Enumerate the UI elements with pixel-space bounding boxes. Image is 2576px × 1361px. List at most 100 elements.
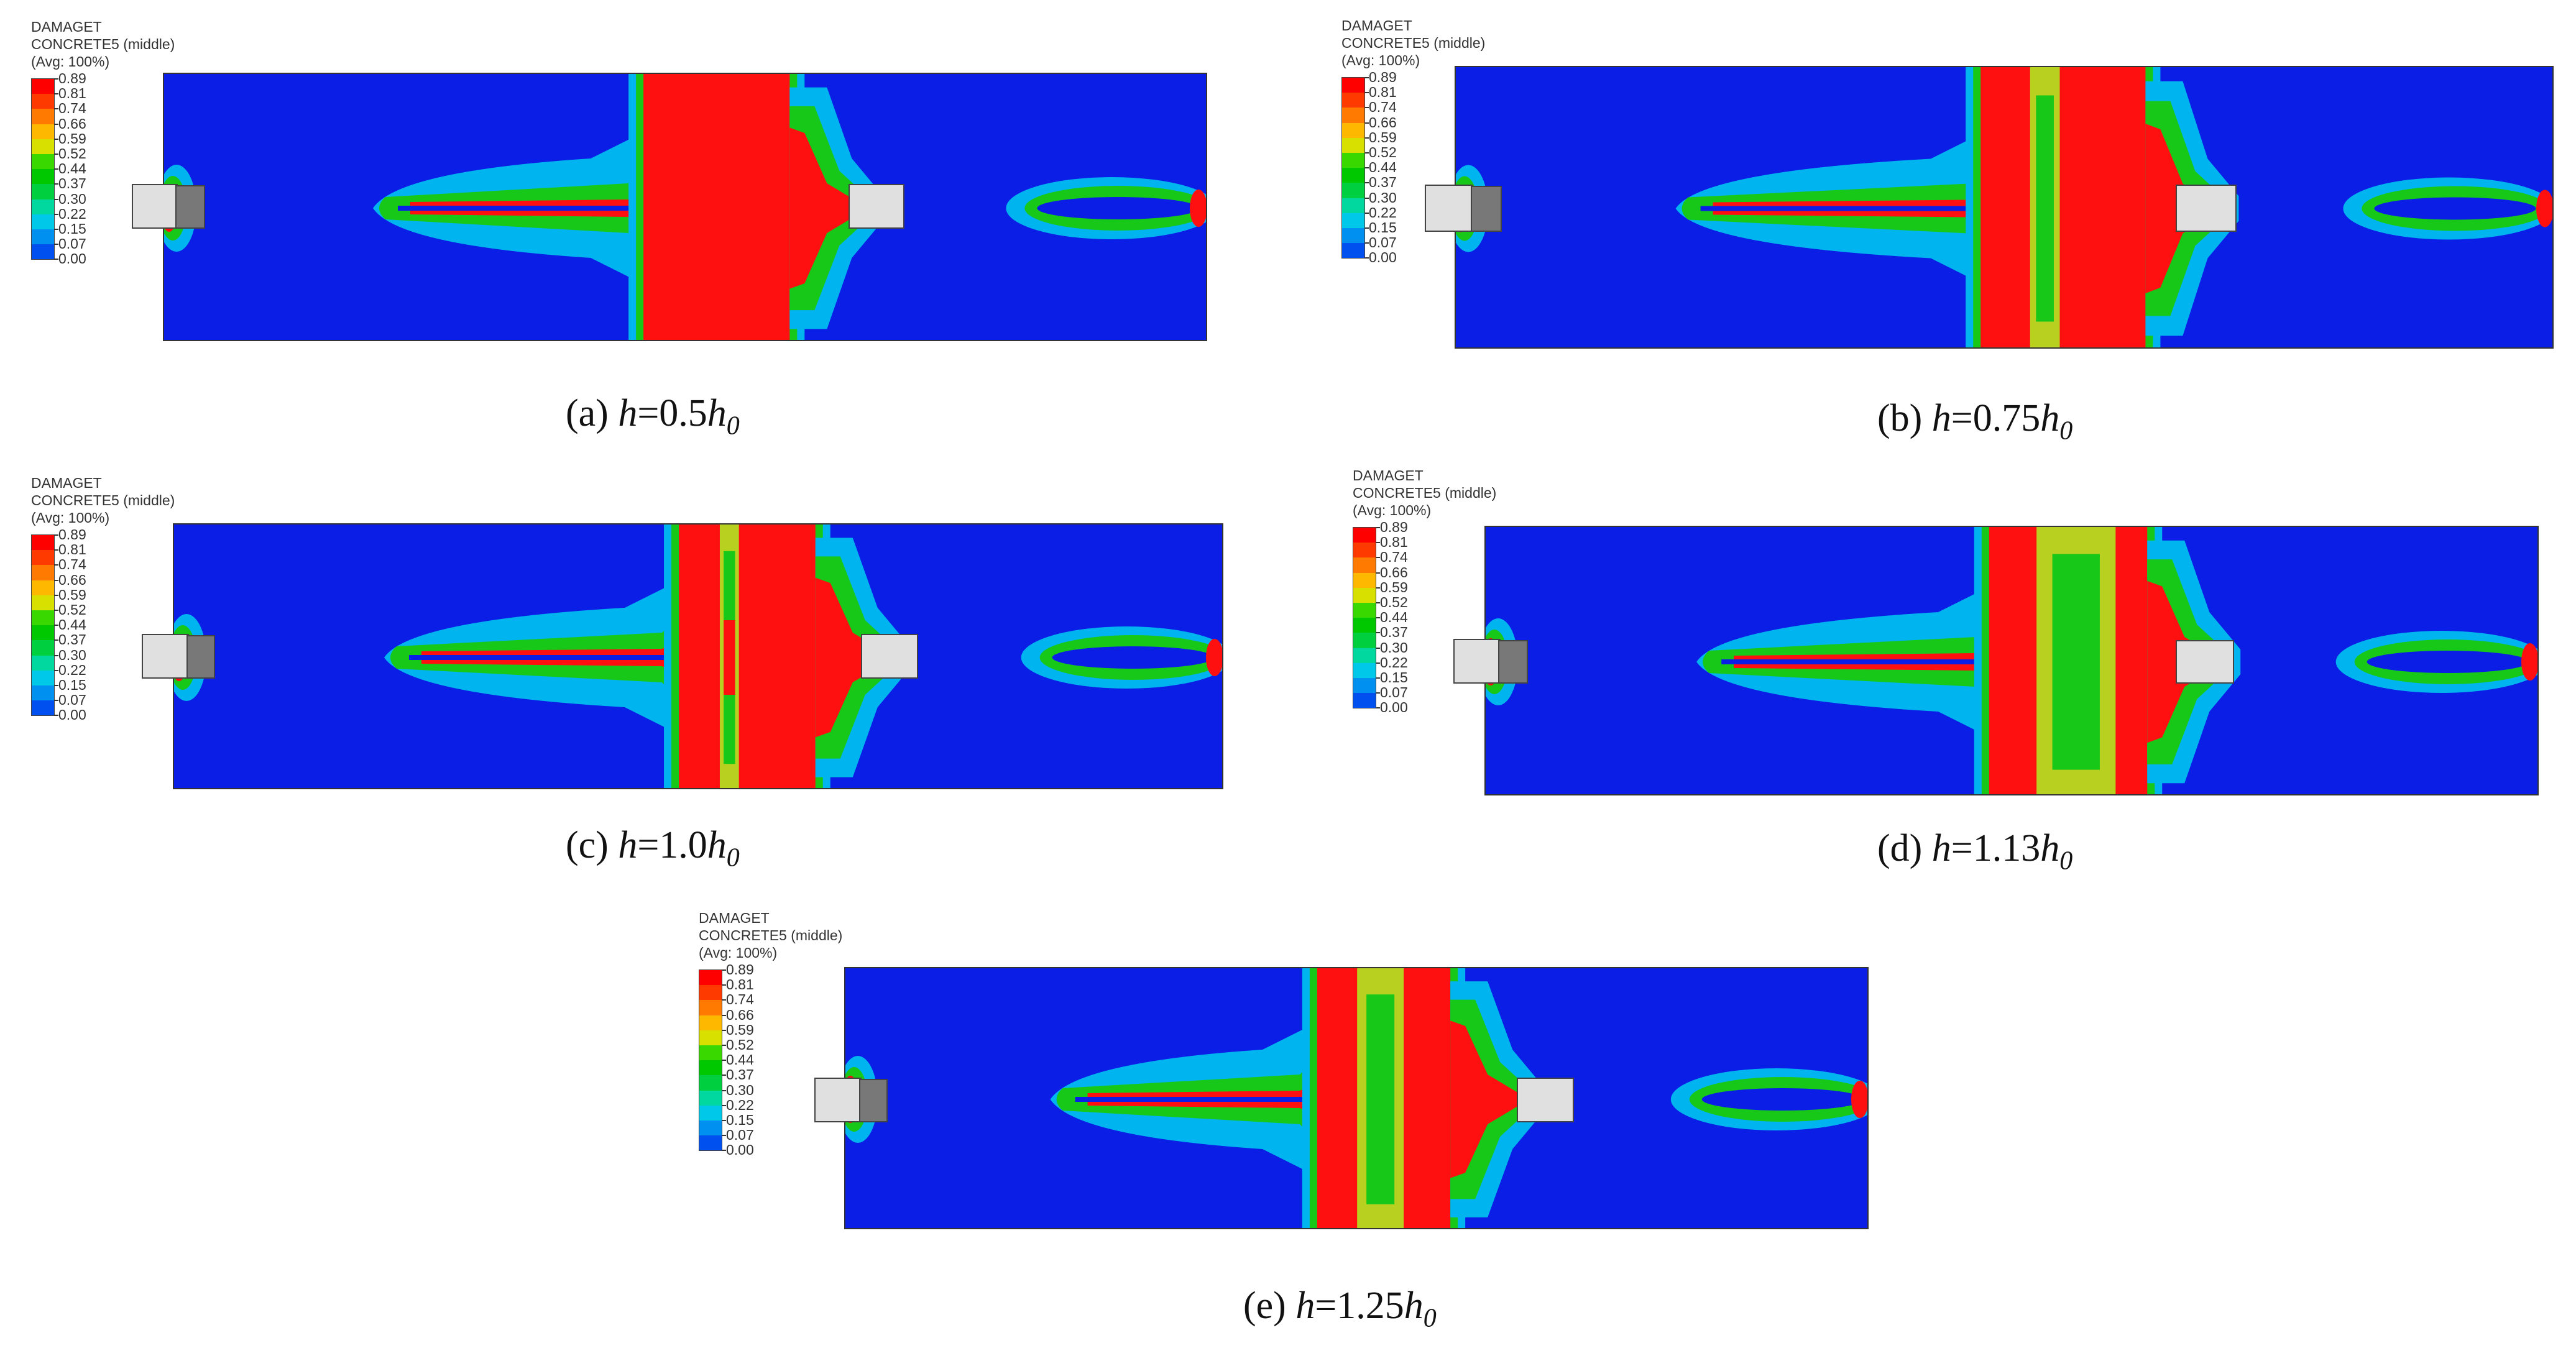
legend-average: (Avg: 100%) <box>31 53 110 70</box>
legend-tick-mark <box>722 1014 726 1016</box>
legend-tick-label: 0.07 <box>58 236 86 252</box>
legend-tick-label: 0.00 <box>58 707 86 723</box>
right-lobe-core <box>1450 1020 1519 1178</box>
legend-swatch <box>1353 572 1376 588</box>
legend-tick-label: 0.44 <box>726 1052 754 1068</box>
right-crack-gap <box>1052 646 1214 669</box>
legend-tick-mark <box>722 1089 726 1091</box>
legend-tick-label: 0.52 <box>1369 144 1397 160</box>
legend-tick-label: 0.37 <box>1380 624 1408 641</box>
legend-swatch <box>32 685 54 701</box>
caption-value: =0.5 <box>637 392 707 434</box>
legend-tick-label: 0.30 <box>58 190 86 207</box>
legend-tick-mark <box>54 154 58 155</box>
caption-reference: h <box>2040 827 2060 869</box>
legend-tick-mark <box>722 1060 726 1061</box>
legend-c: DAMAGET CONCRETE5 (middle) (Avg: 100%) 0.89… <box>31 474 230 735</box>
right-crack-tip <box>2536 190 2552 227</box>
legend-tick-label: 0.22 <box>1369 204 1397 221</box>
legend-swatch <box>1342 78 1364 93</box>
legend-tick-label: 0.37 <box>726 1066 754 1083</box>
legend-tick-mark <box>54 93 58 95</box>
center-inner-red <box>724 620 735 695</box>
legend-swatch <box>699 1030 722 1045</box>
contour-svg <box>164 74 1206 340</box>
legend-swatch <box>1342 122 1364 138</box>
caption-a: (a) h=0.5h0 <box>566 392 740 441</box>
legend-swatch <box>1342 152 1364 168</box>
legend-tick-mark <box>722 969 726 971</box>
legend-tick-mark <box>1364 227 1369 229</box>
right-crack-gap <box>1037 197 1199 219</box>
legend-colorbar <box>699 969 722 1152</box>
legend-swatch <box>699 1120 722 1136</box>
legend-swatch <box>699 1000 722 1015</box>
legend-swatch <box>32 199 54 214</box>
legend-tick-mark <box>54 579 58 581</box>
legend-tick-mark <box>54 715 58 717</box>
legend-swatch <box>699 1045 722 1061</box>
legend-tick-mark <box>722 1150 726 1152</box>
legend-tick-mark <box>1376 602 1380 603</box>
legend-tick-mark <box>722 984 726 986</box>
caption-e: (e) h=1.25h0 <box>1243 1284 1437 1333</box>
contour-svg <box>845 968 1867 1228</box>
legend-tick-label: 0.22 <box>58 205 86 222</box>
legend-swatch <box>1353 662 1376 678</box>
legend-swatch <box>32 625 54 641</box>
legend-swatch <box>1342 93 1364 108</box>
caption-variable: h <box>1295 1285 1315 1327</box>
legend-tick-label: 0.44 <box>58 616 86 633</box>
legend-tick-mark <box>1364 152 1369 154</box>
caption-variable: h <box>618 824 638 866</box>
right-crack-tip <box>1190 190 1206 227</box>
loading-block-right-b <box>2176 185 2237 232</box>
legend-tick-label: 0.66 <box>58 115 86 132</box>
caption-label: (a) <box>566 392 619 434</box>
legend-tick-label: 0.52 <box>726 1037 754 1053</box>
legend-tick-mark <box>722 1075 726 1076</box>
caption-c: (c) h=1.0h0 <box>566 823 740 873</box>
loading-block-left-b <box>1425 185 1473 232</box>
legend-swatch <box>32 595 54 610</box>
legend-tick-mark <box>54 549 58 551</box>
legend-tick-mark <box>1364 122 1369 124</box>
legend-tick-mark <box>54 594 58 596</box>
legend-tick-mark <box>1364 197 1369 199</box>
legend-tick-mark <box>722 999 726 1001</box>
legend-title: DAMAGET <box>1353 467 1424 483</box>
legend-swatch <box>1342 243 1364 259</box>
legend-swatch <box>699 1135 722 1151</box>
legend-swatch <box>32 535 54 551</box>
legend-tick-label: 0.22 <box>726 1096 754 1113</box>
legend-tick-mark <box>722 1045 726 1046</box>
legend-tick-label: 0.15 <box>1380 669 1408 685</box>
legend-swatch <box>699 1015 722 1030</box>
damage-plot-a <box>163 73 1207 341</box>
legend-tick-mark <box>1376 707 1380 709</box>
caption-variable: h <box>1931 827 1951 869</box>
caption-d: (d) h=1.13h0 <box>1877 827 2072 876</box>
legend-tick-label: 0.00 <box>1380 699 1408 716</box>
legend-swatch <box>1353 693 1376 708</box>
contour-svg <box>1456 67 2552 347</box>
caption-label: (d) <box>1877 827 1932 869</box>
center-core <box>679 525 816 788</box>
legend-tick-mark <box>1364 212 1369 214</box>
loading-block-right-a <box>849 184 904 229</box>
legend-tick-mark <box>1376 587 1380 589</box>
legend-tick-mark <box>54 564 58 566</box>
legend-tick-mark <box>54 244 58 245</box>
legend-tick-label: 0.59 <box>58 130 86 147</box>
legend-tick-label: 0.74 <box>58 100 86 117</box>
legend-tick-mark <box>54 138 58 140</box>
legend-tick-label: 0.07 <box>1380 684 1408 701</box>
legend-tick-label: 0.66 <box>1380 564 1408 580</box>
legend-tick-label: 0.89 <box>1380 519 1408 535</box>
legend-tick-mark <box>54 625 58 626</box>
caption-value: =1.13 <box>1951 827 2041 869</box>
legend-subtitle: CONCRETE5 (middle) <box>699 927 843 943</box>
legend-tick-mark <box>54 108 58 110</box>
legend-swatch <box>1353 587 1376 603</box>
caption-value: =1.25 <box>1315 1285 1404 1327</box>
